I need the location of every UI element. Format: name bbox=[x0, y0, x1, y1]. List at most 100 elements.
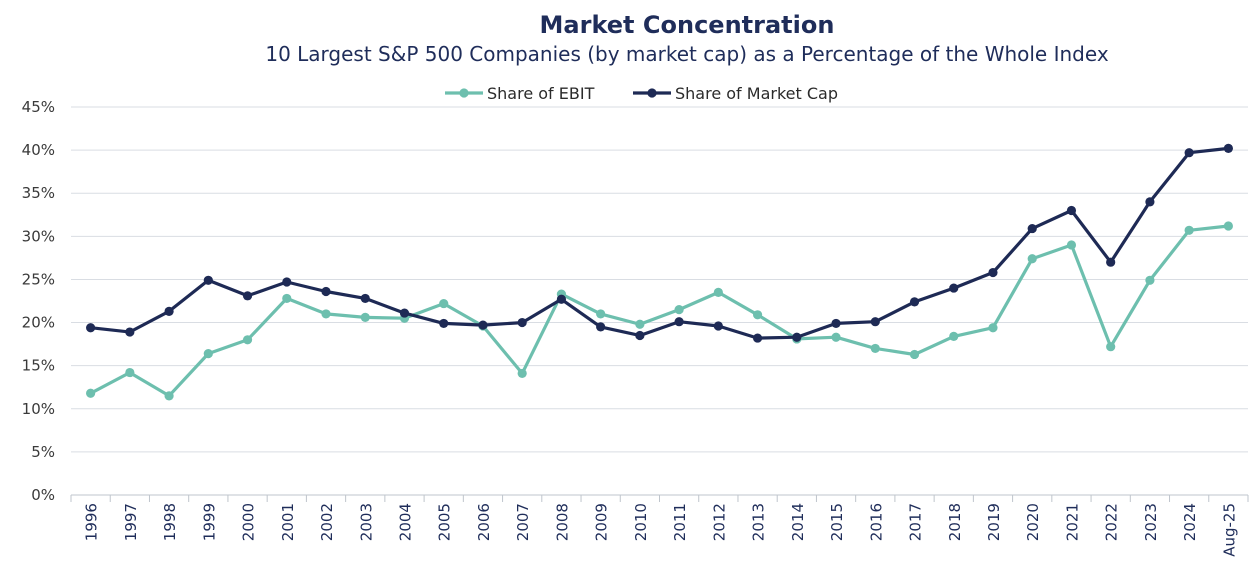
data-point bbox=[949, 283, 959, 293]
x-tick-label: 2011 bbox=[671, 503, 689, 541]
x-tick-label: 2002 bbox=[318, 503, 336, 541]
data-point bbox=[1223, 221, 1233, 231]
x-tick-label: 2017 bbox=[907, 503, 925, 541]
data-point bbox=[596, 322, 606, 332]
series-line bbox=[88, 224, 1231, 398]
data-point bbox=[439, 298, 449, 309]
x-tick-label: 2009 bbox=[593, 503, 611, 541]
data-point bbox=[909, 349, 920, 360]
legend-label: Share of EBIT bbox=[487, 84, 595, 103]
data-point bbox=[360, 312, 370, 322]
series-line bbox=[88, 146, 1231, 340]
series-layer bbox=[86, 143, 1233, 401]
y-tick-label: 20% bbox=[22, 314, 55, 332]
x-tick-label: 1996 bbox=[83, 503, 101, 541]
data-point bbox=[1145, 197, 1155, 207]
legend-swatch-marker bbox=[647, 88, 657, 98]
data-point bbox=[439, 318, 449, 329]
x-tick-label: 1997 bbox=[122, 503, 140, 541]
data-point bbox=[988, 267, 998, 278]
data-point bbox=[870, 343, 880, 354]
data-point bbox=[1027, 223, 1037, 234]
chart-title: Market Concentration bbox=[540, 11, 835, 39]
data-point bbox=[713, 287, 723, 297]
data-point bbox=[125, 327, 135, 337]
data-point bbox=[1066, 205, 1077, 216]
data-point bbox=[674, 317, 684, 327]
data-point bbox=[517, 368, 527, 379]
data-point bbox=[125, 367, 135, 378]
y-tick-label: 35% bbox=[22, 184, 55, 202]
legend-swatch-marker bbox=[459, 88, 469, 98]
data-point bbox=[596, 309, 606, 319]
y-tick-label: 0% bbox=[31, 486, 55, 504]
data-point bbox=[1066, 240, 1077, 250]
data-point bbox=[1106, 257, 1116, 267]
series-market-cap bbox=[86, 143, 1233, 343]
data-point bbox=[988, 323, 998, 333]
gridlines bbox=[71, 106, 1248, 453]
data-point bbox=[1223, 143, 1233, 153]
data-point bbox=[321, 309, 331, 319]
y-tick-label: 5% bbox=[31, 443, 55, 461]
data-point bbox=[517, 317, 527, 328]
data-point bbox=[949, 331, 959, 341]
y-tick-label: 25% bbox=[22, 270, 55, 288]
data-point bbox=[831, 332, 841, 342]
x-tick-label: 2010 bbox=[632, 503, 650, 541]
x-tick-label: 2023 bbox=[1142, 503, 1160, 541]
x-tick-label: 2005 bbox=[436, 503, 454, 541]
data-point bbox=[360, 293, 370, 304]
x-tick-label: 2015 bbox=[828, 503, 846, 541]
data-point bbox=[831, 318, 841, 329]
data-point bbox=[752, 310, 763, 320]
data-point bbox=[1027, 254, 1037, 264]
data-point bbox=[164, 391, 174, 401]
data-point bbox=[321, 286, 331, 297]
data-point bbox=[86, 388, 96, 398]
y-tick-label: 15% bbox=[22, 357, 55, 375]
data-point bbox=[399, 308, 410, 318]
data-point bbox=[635, 330, 645, 341]
data-point bbox=[86, 323, 96, 333]
x-tick-label: 2014 bbox=[789, 503, 807, 541]
x-tick-label: 2018 bbox=[946, 503, 964, 541]
data-point bbox=[713, 321, 723, 331]
data-point bbox=[792, 332, 802, 342]
y-axis: 0% 5% 10% 15% 20% 25% 30% 35% 40% 45% bbox=[22, 98, 55, 504]
x-tick-label: 2008 bbox=[553, 503, 571, 541]
x-tick-label: Aug-25 bbox=[1220, 503, 1238, 557]
x-tick-label: 2004 bbox=[396, 503, 414, 541]
data-point bbox=[635, 319, 645, 329]
x-tick-label: 2013 bbox=[750, 503, 768, 541]
y-tick-label: 30% bbox=[22, 227, 55, 245]
x-tick-label: 2006 bbox=[475, 503, 493, 541]
chart-subtitle: 10 Largest S&P 500 Companies (by market … bbox=[265, 42, 1108, 66]
data-point bbox=[870, 317, 880, 327]
data-point bbox=[242, 291, 253, 301]
legend-item: Share of EBIT bbox=[445, 84, 595, 103]
data-point bbox=[752, 333, 763, 343]
x-tick-label: 2007 bbox=[514, 503, 532, 541]
data-point bbox=[242, 335, 253, 345]
x-tick-label: 2003 bbox=[357, 503, 375, 541]
y-tick-label: 10% bbox=[22, 400, 55, 418]
data-point bbox=[203, 275, 213, 285]
legend: Share of EBIT Share of Market Cap bbox=[445, 84, 838, 103]
data-point bbox=[282, 277, 292, 287]
x-tick-label: 2024 bbox=[1181, 503, 1199, 541]
x-tick-label: 2000 bbox=[240, 503, 258, 541]
x-tick-label: 1998 bbox=[161, 503, 179, 541]
x-tick-label: 2012 bbox=[710, 503, 728, 541]
data-point bbox=[674, 305, 684, 315]
data-point bbox=[1145, 275, 1155, 285]
x-tick-label: 1999 bbox=[200, 503, 218, 541]
series-ebit bbox=[86, 221, 1233, 401]
data-point bbox=[1184, 225, 1194, 235]
x-axis: 1996 1997 1998 1999 2000 2001 2002 2003 2004 2005… bbox=[70, 494, 1249, 557]
data-point bbox=[909, 297, 920, 307]
x-tick-label: 2020 bbox=[1024, 503, 1042, 541]
y-tick-label: 40% bbox=[22, 141, 55, 159]
